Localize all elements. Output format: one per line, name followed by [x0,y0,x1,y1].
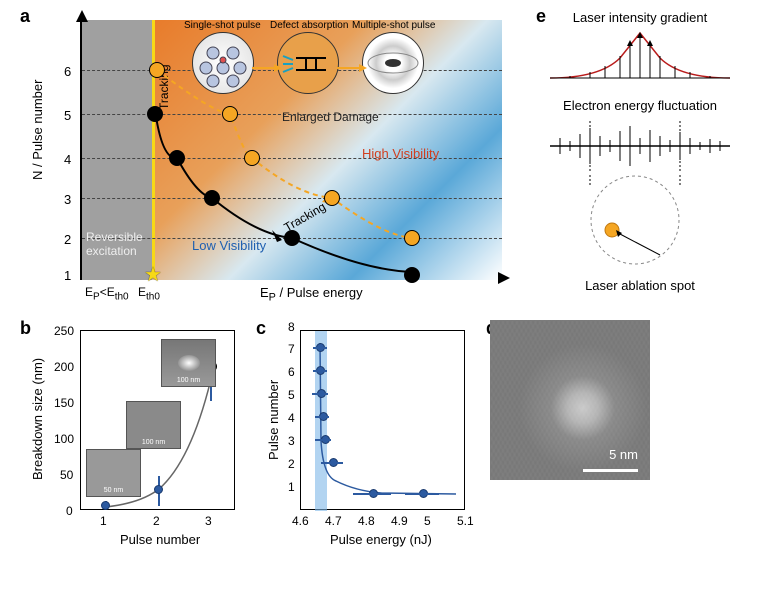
ytick: 4 [64,152,71,167]
ytick: 3 [64,192,71,207]
error-bar [315,416,329,418]
ytick: 200 [54,360,74,374]
eth0-label: Eth0 [138,285,160,302]
ytick: 50 [60,468,73,482]
xtick: 4.7 [325,514,342,528]
orange-data-point [324,190,340,206]
black-data-point [147,106,163,122]
panel-b-axes: 50 nm 100 nm 100 nm [80,330,235,510]
ablation-spot-label: Laser ablation spot [540,278,740,293]
ep-lt-eth0-label: EP<Eth0 [85,285,129,302]
ytick: 2 [288,457,295,471]
low-visibility-text: Low Visibility [192,238,266,253]
panel-d: 5 nm [490,320,650,480]
eth0-line [152,20,155,278]
ytick: 100 [54,432,74,446]
ytick: 6 [288,365,295,379]
defect-absorption-label: Defect absorption [270,20,348,31]
ytick: 1 [288,480,295,494]
panel-c-xlabel: Pulse energy (nJ) [330,532,432,547]
panel-c-ylabel: Pulse number [266,380,281,460]
error-bar [405,493,439,495]
enlarged-damage-text: Enlarged Damage [282,110,379,124]
panel-a-xlabel: EP / Pulse energy [260,285,363,304]
error-bar [312,393,328,395]
scale-bar-text: 5 nm [609,447,638,462]
xtick: 2 [153,514,160,528]
error-bar [313,370,327,372]
ytick: 5 [288,388,295,402]
ytick: 6 [64,64,71,79]
sem-inset-1: 50 nm [86,449,141,497]
sem-inset-3: 100 nm [161,339,216,387]
error-bar [321,462,343,464]
panel-b-ylabel: Breakdown size (nm) [30,358,45,480]
xtick: 4.6 [292,514,309,528]
laser-intensity-label: Laser intensity gradient [540,10,740,25]
black-data-point [169,150,185,166]
single-shot-inset [192,32,254,94]
threshold-band [315,331,327,511]
xtick: 5.1 [457,514,474,528]
xtick: 4.8 [358,514,375,528]
ytick: 5 [64,108,71,123]
high-visibility-text: High Visibility [362,146,439,161]
sem-inset-2: 100 nm [126,401,181,449]
panel-e: Laser intensity gradient Electron energy… [540,10,740,300]
xtick: 4.9 [391,514,408,528]
reversible-excitation-text: Reversible excitation [86,230,148,258]
multiple-shot-inset [362,32,424,94]
ytick: 7 [288,342,295,356]
defect-absorption-inset [277,32,339,94]
orange-data-point [404,230,420,246]
panel-a-ylabel: N / Pulse number [30,80,45,180]
orange-data-point [222,106,238,122]
data-point [154,485,163,494]
electron-fluctuation-label: Electron energy fluctuation [540,98,740,113]
panel-c-axes [300,330,465,510]
panel-a-plot-area: 6 5 4 3 2 1 Reversible excitation High V… [80,20,500,280]
ytick: 1 [64,268,71,283]
panel-a-label: a [20,6,30,27]
star-icon: ★ [144,262,162,287]
panel-b: 50 nm 100 nm 100 nm 1 2 3 0 50 100 150 2… [30,320,240,550]
ytick: 150 [54,396,74,410]
ytick: 3 [288,434,295,448]
ytick: 2 [64,232,71,247]
orange-data-point [244,150,260,166]
gridline [82,198,502,199]
data-point [101,501,110,510]
scale-bar-icon [583,469,638,472]
error-bar [353,493,391,495]
y-axis-arrow-icon [76,10,88,22]
black-data-point [284,230,300,246]
ablation-spot-diagram [540,175,740,275]
gaussian-curve [540,28,740,88]
xtick: 5 [424,514,431,528]
panel-b-xlabel: Pulse number [120,532,200,547]
xtick: 3 [205,514,212,528]
ytick: 4 [288,411,295,425]
black-data-point [404,267,420,283]
panel-c: 4.6 4.7 4.8 4.9 5 5.1 1 2 3 4 5 6 7 8 Pu… [260,320,470,550]
black-data-point [204,190,220,206]
error-bar [313,347,327,349]
orange-data-point [149,62,165,78]
fluctuation-diagram [540,116,740,176]
ytick: 250 [54,324,74,338]
ytick: 0 [66,504,73,518]
panel-a: 6 5 4 3 2 1 Reversible excitation High V… [30,10,520,300]
single-shot-label: Single-shot pulse [184,20,261,31]
error-bar [315,439,331,441]
x-axis-arrow-icon [498,272,510,284]
multiple-shot-label: Multiple-shot pulse [352,20,435,31]
ytick: 8 [288,320,295,334]
xtick: 1 [100,514,107,528]
